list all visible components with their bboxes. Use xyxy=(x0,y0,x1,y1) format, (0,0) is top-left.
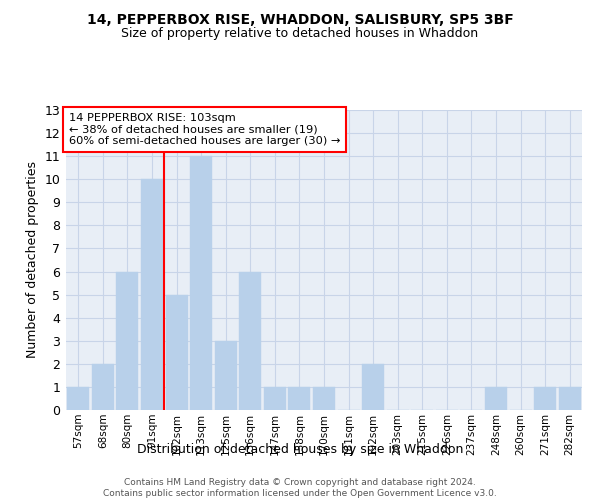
Text: 14 PEPPERBOX RISE: 103sqm
← 38% of detached houses are smaller (19)
60% of semi-: 14 PEPPERBOX RISE: 103sqm ← 38% of detac… xyxy=(68,113,340,146)
Bar xyxy=(116,272,139,410)
Bar xyxy=(67,387,89,410)
Bar xyxy=(264,387,286,410)
Text: Contains HM Land Registry data © Crown copyright and database right 2024.
Contai: Contains HM Land Registry data © Crown c… xyxy=(103,478,497,498)
Bar xyxy=(239,272,262,410)
Bar xyxy=(289,387,310,410)
Bar xyxy=(215,341,237,410)
Bar xyxy=(313,387,335,410)
Bar xyxy=(190,156,212,410)
Text: 14, PEPPERBOX RISE, WHADDON, SALISBURY, SP5 3BF: 14, PEPPERBOX RISE, WHADDON, SALISBURY, … xyxy=(86,12,514,26)
Bar xyxy=(141,179,163,410)
Bar xyxy=(166,294,188,410)
Bar xyxy=(92,364,114,410)
Bar xyxy=(559,387,581,410)
Y-axis label: Number of detached properties: Number of detached properties xyxy=(26,162,39,358)
Text: Distribution of detached houses by size in Whaddon: Distribution of detached houses by size … xyxy=(137,442,463,456)
Bar xyxy=(362,364,384,410)
Text: Size of property relative to detached houses in Whaddon: Size of property relative to detached ho… xyxy=(121,28,479,40)
Bar xyxy=(485,387,507,410)
Bar xyxy=(534,387,556,410)
